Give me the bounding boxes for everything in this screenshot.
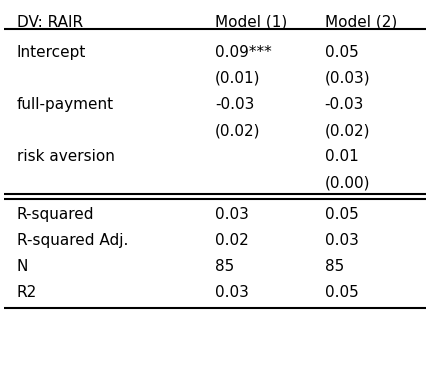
Text: (0.03): (0.03) xyxy=(325,71,370,86)
Text: 0.09***: 0.09*** xyxy=(215,45,272,60)
Text: risk aversion: risk aversion xyxy=(17,149,115,164)
Text: Model (2): Model (2) xyxy=(325,15,397,30)
Text: DV: RAIR: DV: RAIR xyxy=(17,15,83,30)
Text: -0.03: -0.03 xyxy=(325,97,364,112)
Text: 0.05: 0.05 xyxy=(325,207,358,222)
Text: R2: R2 xyxy=(17,285,37,300)
Text: 85: 85 xyxy=(215,259,234,274)
Text: 0.05: 0.05 xyxy=(325,45,358,60)
Text: (0.02): (0.02) xyxy=(215,123,261,138)
Text: -0.03: -0.03 xyxy=(215,97,255,112)
Text: (0.01): (0.01) xyxy=(215,71,261,86)
Text: (0.02): (0.02) xyxy=(325,123,370,138)
Text: R-squared Adj.: R-squared Adj. xyxy=(17,233,128,248)
Text: (0.00): (0.00) xyxy=(325,175,370,190)
Text: full-payment: full-payment xyxy=(17,97,114,112)
Text: Intercept: Intercept xyxy=(17,45,86,60)
Text: 0.03: 0.03 xyxy=(215,285,249,300)
Text: 0.05: 0.05 xyxy=(325,285,358,300)
Text: 0.03: 0.03 xyxy=(215,207,249,222)
Text: 0.02: 0.02 xyxy=(215,233,249,248)
Text: 0.01: 0.01 xyxy=(325,149,358,164)
Text: R-squared: R-squared xyxy=(17,207,94,222)
Text: Model (1): Model (1) xyxy=(215,15,287,30)
Text: 0.03: 0.03 xyxy=(325,233,359,248)
Text: N: N xyxy=(17,259,28,274)
Text: 85: 85 xyxy=(325,259,344,274)
